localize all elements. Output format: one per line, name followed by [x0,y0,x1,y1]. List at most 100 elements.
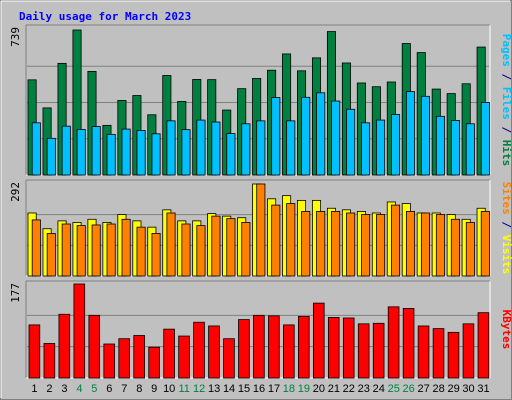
bar-sites-day-29 [450,218,460,277]
bar-files-day-2 [46,137,56,176]
bar-files-day-6 [106,133,116,176]
bar-kbytes-day-26 [402,308,415,379]
bar-kbytes-day-8 [133,335,145,379]
x-tick-day-27: 27 [418,383,430,395]
bar-kbytes-day-24 [372,322,385,379]
legend-part: / [500,215,512,235]
bar-sites-day-20 [316,211,326,277]
x-tick-day-26: 26 [403,383,415,395]
bar-files-day-4 [76,129,86,176]
bar-files-day-3 [61,125,71,176]
bar-kbytes-day-30 [462,323,475,379]
bar-files-day-8 [136,130,146,176]
x-tick-day-2: 2 [46,383,52,395]
x-tick-day-6: 6 [106,383,112,395]
bar-sites-day-21 [331,211,341,277]
x-tick-day-10: 10 [163,383,175,395]
bar-kbytes-day-3 [58,313,71,379]
x-tick-day-9: 9 [151,383,157,395]
y-max-label: 292 [9,182,22,202]
legend-part: / [500,120,512,140]
bar-files-day-27 [420,95,430,176]
bar-kbytes-day-6 [103,343,116,379]
legend-part: / [500,67,512,87]
bar-kbytes-day-5 [88,314,101,379]
bar-sites-day-8 [136,226,146,277]
bar-kbytes-day-1 [28,324,41,379]
bar-kbytes-day-9 [148,346,160,379]
x-tick-day-22: 22 [343,383,355,395]
bar-files-day-28 [435,115,445,176]
legend-part: Hits [500,140,512,167]
bar-files-day-18 [286,120,296,176]
legend-hits-files-pages: Pages / Files / Hits [500,34,512,167]
x-tick-day-31: 31 [477,383,489,395]
legend-part: Visits [500,235,512,275]
bar-kbytes-day-23 [357,323,370,379]
x-tick-day-8: 8 [136,383,142,395]
x-tick-day-20: 20 [313,383,325,395]
bar-files-day-26 [405,91,416,176]
bar-sites-day-27 [420,212,430,277]
bar-kbytes-day-17 [268,315,280,379]
bar-sites-day-18 [286,203,296,277]
chart-title: Daily usage for March 2023 [19,10,191,23]
bar-kbytes-day-29 [447,331,460,379]
bar-files-day-22 [346,108,356,176]
bar-files-day-23 [361,122,371,176]
bar-files-day-5 [91,126,101,176]
bar-sites-day-15 [241,222,251,277]
bar-kbytes-day-4 [73,283,86,379]
bar-files-day-9 [151,133,161,176]
bar-sites-day-4 [76,225,86,277]
bar-files-day-20 [316,92,326,176]
x-tick-day-28: 28 [432,383,444,395]
bar-files-day-1 [31,122,41,176]
x-tick-day-24: 24 [373,383,385,395]
bar-kbytes-day-2 [43,343,56,379]
panel-hits-files-pages: 739 Pages / Files / Hits [9,24,512,176]
bar-kbytes-day-27 [417,325,430,379]
bar-kbytes-day-20 [312,302,325,379]
legend-visits-sites: Sites / Visits [500,182,512,275]
bar-files-day-21 [331,100,341,176]
x-tick-day-30: 30 [462,383,474,395]
bar-files-day-16 [256,120,266,176]
chart-panels: 739 Pages / Files / Hits 292 Sites / Visits… [9,24,512,379]
x-tick-day-7: 7 [121,383,127,395]
x-tick-day-25: 25 [388,383,400,395]
bar-sites-day-2 [46,233,56,277]
bar-sites-day-26 [405,211,416,277]
y-max-label: 177 [9,283,22,303]
x-tick-day-5: 5 [91,383,97,395]
bar-kbytes-day-12 [193,321,205,379]
bar-kbytes-day-13 [208,325,220,379]
legend-part: Sites [500,182,512,215]
bar-kbytes-day-16 [253,314,265,379]
bar-files-day-15 [241,123,251,176]
bar-sites-day-13 [211,215,221,277]
bar-files-day-31 [480,102,490,176]
bar-sites-day-25 [391,204,401,277]
bar-sites-day-12 [196,225,206,277]
x-tick-day-15: 15 [238,383,250,395]
bar-kbytes-day-18 [283,324,295,379]
bar-kbytes-day-28 [432,328,445,379]
bar-sites-day-31 [480,211,490,277]
bar-sites-day-11 [181,223,191,277]
legend-part: Files [500,87,512,120]
bar-kbytes-day-31 [477,312,490,379]
bar-files-day-12 [196,119,206,176]
bar-sites-day-7 [121,218,131,277]
bar-files-day-24 [376,119,386,176]
x-axis-ticks: 1 2 3 4 5 6 7 8 9 10 11 12 13 14 15 16 17 18 19 20 21 22 23 24 2… [31,383,489,395]
bar-kbytes-day-21 [327,317,340,379]
bar-kbytes-day-19 [298,315,310,379]
panel-visits-sites: 292 Sites / Visits [9,179,512,277]
bar-sites-day-3 [61,223,71,277]
bar-kbytes-day-10 [163,328,175,379]
bar-kbytes-day-22 [342,317,355,379]
bar-files-day-29 [450,120,460,176]
x-tick-day-3: 3 [61,383,67,395]
